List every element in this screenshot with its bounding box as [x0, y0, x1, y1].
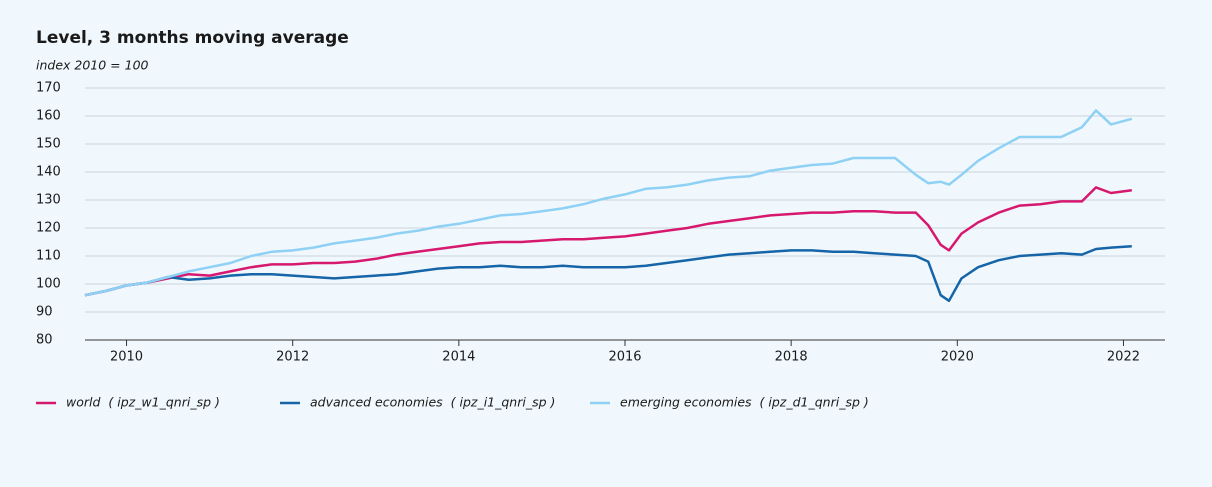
series-line — [84, 186, 1132, 297]
subtitle: index 2010 = 100 — [36, 58, 149, 73]
x-tick-label: 2016 — [608, 350, 641, 365]
y-tick-label: 150 — [36, 137, 61, 152]
x-tick-label: 2014 — [442, 350, 475, 365]
x-tick-label: 2020 — [941, 350, 974, 365]
series-line — [84, 109, 1133, 297]
y-tick-label: 130 — [36, 193, 61, 208]
y-tick-label: 110 — [36, 249, 61, 264]
y-tick-label: 90 — [36, 305, 53, 320]
legend-label: advanced economies ( ipz_i1_qnri_sp ) — [310, 395, 555, 410]
y-tick-label: 140 — [36, 165, 61, 180]
x-tick-label: 2018 — [775, 350, 808, 365]
x-tick-label: 2022 — [1107, 350, 1140, 365]
chart-title: Level, 3 months moving average — [36, 28, 349, 48]
legend-label: emerging economies ( ipz_d1_qnri_sp ) — [620, 395, 869, 410]
legend-label: world ( ipz_w1_qnri_sp ) — [66, 395, 220, 410]
x-tick-label: 2010 — [110, 350, 143, 365]
y-tick-label: 120 — [36, 221, 61, 236]
x-tick-label: 2012 — [276, 350, 309, 365]
y-tick-label: 100 — [36, 277, 61, 292]
series-line — [84, 244, 1132, 303]
y-tick-label: 80 — [36, 333, 53, 348]
y-tick-label: 160 — [36, 109, 61, 124]
y-tick-label: 170 — [36, 81, 61, 96]
